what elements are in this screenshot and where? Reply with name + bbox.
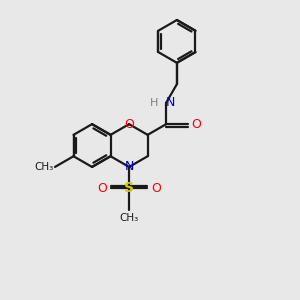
Text: O: O [191,118,201,130]
Text: CH₃: CH₃ [119,213,139,223]
Text: O: O [151,182,161,195]
Text: O: O [124,118,134,130]
Text: S: S [124,181,134,195]
Text: CH₃: CH₃ [34,162,53,172]
Text: N: N [166,96,176,109]
Text: H: H [150,98,159,108]
Text: N: N [124,160,134,173]
Text: O: O [98,182,107,195]
